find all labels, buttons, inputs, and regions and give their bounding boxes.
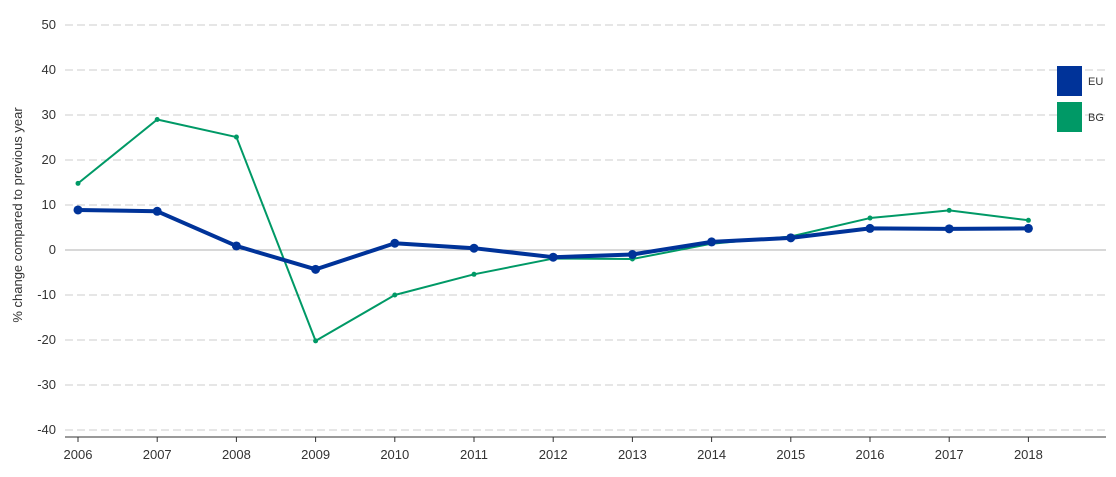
data-point-eu bbox=[390, 238, 400, 248]
data-point-eu bbox=[627, 250, 637, 259]
y-tick-label: 40 bbox=[42, 62, 56, 77]
legend-swatch-bg bbox=[1057, 102, 1082, 132]
x-tick-label: 2008 bbox=[222, 447, 251, 462]
data-point-bg bbox=[313, 338, 319, 344]
x-tick-label: 2014 bbox=[697, 447, 726, 462]
y-tick-labels: 50 40 30 20 10 0 -10 -20 -30 -40 bbox=[37, 17, 56, 437]
data-point-eu bbox=[786, 233, 796, 243]
y-tick-label: 10 bbox=[42, 197, 56, 212]
y-tick-label: -30 bbox=[37, 377, 56, 392]
y-tick-label: 20 bbox=[42, 152, 56, 167]
data-point-bg bbox=[154, 117, 160, 122]
series-group bbox=[73, 117, 1033, 344]
data-point-eu bbox=[73, 205, 83, 215]
data-point-bg bbox=[867, 215, 873, 221]
x-tick-label: 2007 bbox=[143, 447, 172, 462]
data-point-bg bbox=[75, 180, 81, 186]
legend-swatch-eu bbox=[1057, 66, 1082, 96]
data-point-eu bbox=[469, 243, 479, 253]
x-tick-label: 2006 bbox=[64, 447, 93, 462]
data-point-eu bbox=[311, 264, 321, 274]
x-tick-label: 2018 bbox=[1014, 447, 1043, 462]
x-tick-label: 2015 bbox=[776, 447, 805, 462]
y-tick-label: 0 bbox=[49, 242, 56, 257]
data-point-bg bbox=[233, 134, 239, 140]
x-tick-label: 2010 bbox=[380, 447, 409, 462]
x-tick-label: 2013 bbox=[618, 447, 647, 462]
x-tick-label: 2009 bbox=[301, 447, 330, 462]
legend: EU BG bbox=[1057, 66, 1104, 132]
y-tick-label: 30 bbox=[42, 107, 56, 122]
data-point-eu bbox=[152, 206, 162, 216]
x-axis: 2006 2007 2008 2009 2010 2011 2012 2013 2014 2015… bbox=[64, 436, 1106, 462]
data-point-eu bbox=[865, 223, 875, 233]
x-tick-label: 2016 bbox=[856, 447, 885, 462]
y-tick-label: -20 bbox=[37, 332, 56, 347]
legend-label-bg: BG bbox=[1088, 112, 1104, 124]
x-tick-label: 2011 bbox=[460, 447, 488, 462]
data-point-eu bbox=[231, 241, 241, 251]
data-point-bg bbox=[1025, 217, 1031, 223]
data-point-eu bbox=[944, 224, 954, 234]
y-tick-label: 50 bbox=[42, 17, 56, 32]
data-point-bg bbox=[471, 271, 477, 277]
data-point-eu bbox=[707, 237, 717, 247]
data-point-bg bbox=[946, 207, 952, 213]
y-tick-label: -10 bbox=[37, 287, 56, 302]
y-axis-label: % change compared to previous year bbox=[10, 107, 25, 323]
grid-lines bbox=[65, 24, 1106, 431]
legend-label-eu: EU bbox=[1088, 76, 1103, 88]
x-tick-label: 2012 bbox=[539, 447, 568, 462]
y-tick-label: -40 bbox=[37, 422, 56, 437]
data-point-bg bbox=[392, 292, 398, 298]
data-point-eu bbox=[548, 252, 558, 262]
data-point-eu bbox=[1023, 223, 1033, 233]
x-tick-label: 2017 bbox=[935, 447, 964, 462]
